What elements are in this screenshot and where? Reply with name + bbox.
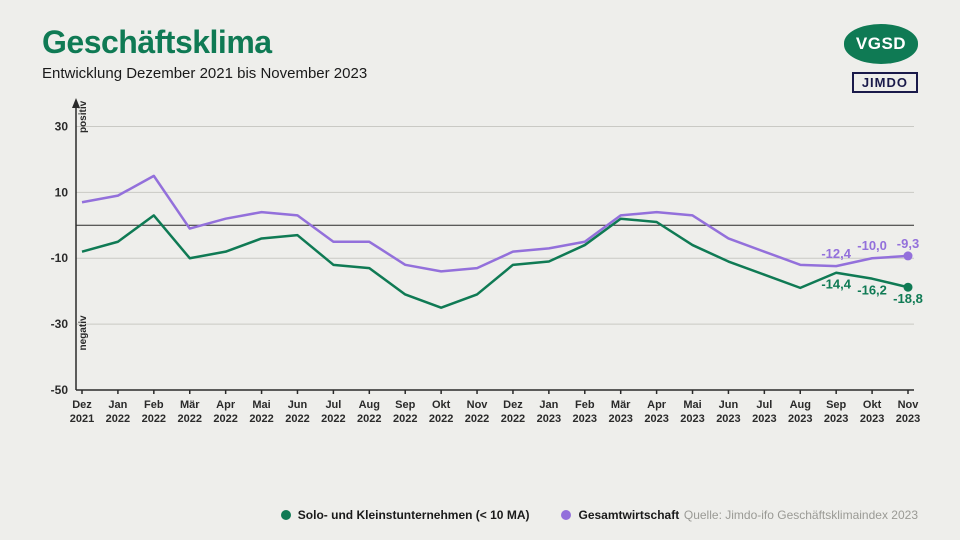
x-tick-year: 2022: [393, 413, 417, 425]
x-tick-year: 2023: [680, 413, 704, 425]
x-tick-year: 2022: [429, 413, 453, 425]
chart-footer: Solo- und Kleinstunternehmen (< 10 MA) Ge…: [42, 508, 918, 522]
x-tick-year: 2022: [321, 413, 345, 425]
x-tick-month: Dez: [72, 399, 92, 411]
x-tick-month: Jun: [288, 399, 308, 411]
x-tick-year: 2022: [177, 413, 201, 425]
x-tick-year: 2022: [465, 413, 489, 425]
y-tick: -50: [51, 383, 69, 397]
legend-item: Gesamtwirtschaft: [561, 508, 679, 522]
legend-label: Gesamtwirtschaft: [578, 508, 679, 522]
x-tick-month: Feb: [575, 399, 595, 411]
x-tick-month: Jan: [539, 399, 558, 411]
y-tick: -30: [51, 317, 69, 331]
y-label-negative: negativ: [78, 315, 89, 350]
x-tick-month: Nov: [898, 399, 920, 411]
data-label: -12,4: [821, 246, 851, 261]
y-tick: 10: [55, 185, 69, 199]
x-tick-month: Okt: [863, 399, 882, 411]
x-tick-month: Feb: [144, 399, 164, 411]
x-tick-month: Aug: [790, 399, 811, 411]
x-tick-month: Mai: [683, 399, 701, 411]
data-label: -18,8: [893, 291, 923, 306]
x-tick-month: Mär: [611, 399, 631, 411]
x-tick-year: 2022: [142, 413, 166, 425]
data-label: -10,0: [857, 238, 887, 253]
x-tick-month: Jun: [719, 399, 739, 411]
x-tick-year: 2022: [357, 413, 381, 425]
x-tick-month: Mai: [252, 399, 270, 411]
chart-area: -50-30-101030positivnegativDez2021Jan202…: [42, 110, 918, 450]
x-tick-year: 2023: [860, 413, 884, 425]
data-label: -16,2: [857, 283, 887, 298]
x-tick-year: 2022: [249, 413, 273, 425]
x-tick-month: Mär: [180, 399, 200, 411]
x-tick-month: Okt: [432, 399, 451, 411]
x-tick-year: 2022: [106, 413, 130, 425]
x-tick-month: Jul: [756, 399, 772, 411]
vgsd-logo: VGSD: [844, 24, 918, 64]
x-tick-year: 2023: [896, 413, 920, 425]
x-tick-month: Apr: [647, 399, 667, 411]
source-text: Quelle: Jimdo-ifo Geschäftsklimaindex 20…: [684, 508, 918, 522]
x-tick-year: 2022: [213, 413, 237, 425]
x-tick-year: 2023: [608, 413, 632, 425]
chart-title: Geschäftsklima: [42, 24, 367, 61]
legend-dot: [561, 510, 571, 520]
x-tick-year: 2022: [501, 413, 525, 425]
header: Geschäftsklima Entwicklung Dezember 2021…: [42, 24, 918, 93]
y-tick: 30: [55, 119, 69, 133]
data-label: -14,4: [821, 277, 851, 292]
series-line: [82, 215, 908, 307]
logo-group: VGSD JIMDO: [844, 24, 918, 93]
x-tick-year: 2023: [573, 413, 597, 425]
x-tick-month: Sep: [395, 399, 415, 411]
x-tick-year: 2023: [644, 413, 668, 425]
x-tick-year: 2021: [70, 413, 94, 425]
x-tick-year: 2023: [716, 413, 740, 425]
data-label: -9,3: [897, 236, 919, 251]
series-line: [82, 176, 908, 272]
title-block: Geschäftsklima Entwicklung Dezember 2021…: [42, 24, 367, 82]
legend-item: Solo- und Kleinstunternehmen (< 10 MA): [281, 508, 530, 522]
x-tick-year: 2022: [285, 413, 309, 425]
jimdo-logo: JIMDO: [852, 72, 918, 93]
x-tick-month: Aug: [359, 399, 380, 411]
x-tick-month: Dez: [503, 399, 523, 411]
x-tick-year: 2023: [788, 413, 812, 425]
x-tick-month: Jan: [108, 399, 127, 411]
y-tick: -10: [51, 251, 69, 265]
x-tick-month: Jul: [325, 399, 341, 411]
x-tick-year: 2023: [537, 413, 561, 425]
x-tick-year: 2023: [824, 413, 848, 425]
chart-subtitle: Entwicklung Dezember 2021 bis November 2…: [42, 65, 367, 82]
end-marker: [904, 251, 913, 260]
x-tick-year: 2023: [752, 413, 776, 425]
x-tick-month: Sep: [826, 399, 846, 411]
x-tick-month: Apr: [216, 399, 236, 411]
line-chart: -50-30-101030positivnegativDez2021Jan202…: [42, 110, 918, 450]
legend-label: Solo- und Kleinstunternehmen (< 10 MA): [298, 508, 530, 522]
legend-dot: [281, 510, 291, 520]
x-tick-month: Nov: [467, 399, 489, 411]
y-label-positive: positiv: [78, 100, 89, 133]
